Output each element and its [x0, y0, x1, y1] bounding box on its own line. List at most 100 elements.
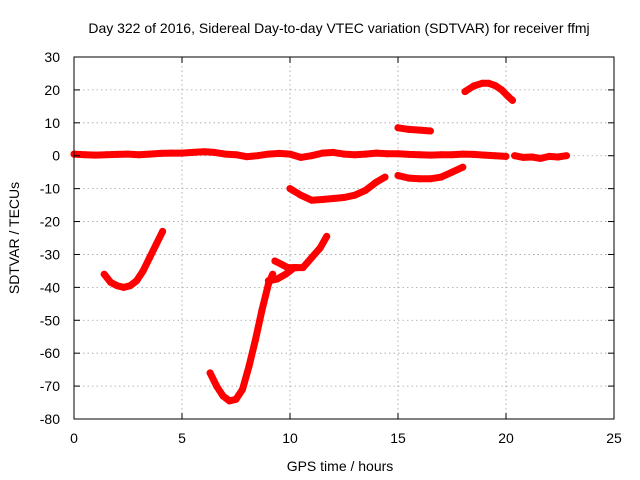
- data-point: [372, 178, 380, 186]
- axis-ticks: [73, 56, 615, 420]
- data-point: [308, 254, 316, 262]
- data-point: [308, 152, 316, 160]
- data-point: [405, 174, 413, 182]
- grid: [74, 57, 614, 419]
- y-tick-label: -10: [40, 181, 60, 197]
- x-tick-label: 25: [606, 430, 622, 446]
- data-point: [394, 124, 402, 132]
- data-point: [120, 283, 128, 291]
- data-point: [200, 148, 208, 156]
- data-point: [470, 150, 478, 158]
- data-point: [405, 150, 413, 158]
- data-point: [273, 275, 281, 283]
- data-point: [416, 126, 424, 134]
- data-point: [297, 153, 305, 161]
- data-point: [213, 382, 221, 390]
- y-tick-label: -70: [40, 378, 60, 394]
- y-tick-label: -20: [40, 214, 60, 230]
- data-point: [426, 151, 434, 159]
- data-point: [210, 148, 218, 156]
- data-point: [221, 150, 229, 158]
- data-point: [232, 151, 240, 159]
- data-point: [329, 148, 337, 156]
- y-tick-label: -50: [40, 312, 60, 328]
- data-point: [226, 397, 233, 405]
- data-point: [277, 260, 285, 268]
- data-point: [264, 150, 272, 158]
- data-point: [318, 149, 326, 157]
- data-point: [383, 150, 391, 158]
- data-point: [113, 282, 121, 290]
- data-point: [245, 362, 253, 370]
- data-point: [362, 186, 370, 194]
- data-point: [416, 151, 424, 159]
- data-point: [81, 151, 89, 159]
- data-point: [351, 151, 359, 159]
- data-point: [206, 369, 214, 377]
- data-point: [519, 153, 527, 161]
- data-point: [470, 82, 478, 90]
- data-point: [299, 264, 307, 272]
- chart-title: Day 322 of 2016, Sidereal Day-to-day VTE…: [88, 20, 589, 36]
- data-point: [254, 152, 262, 160]
- data-point: [498, 86, 506, 94]
- data-point: [178, 149, 186, 157]
- data-point: [139, 267, 147, 275]
- data-point: [318, 196, 326, 203]
- data-point: [152, 241, 160, 249]
- data-point: [351, 191, 359, 199]
- data-point: [394, 172, 402, 179]
- data-point: [243, 153, 251, 161]
- data-point: [563, 152, 570, 160]
- data-point: [124, 150, 132, 158]
- x-tick-label: 10: [282, 430, 298, 446]
- data-point: [135, 151, 143, 159]
- data-point: [394, 150, 402, 158]
- data-point: [232, 395, 240, 403]
- data-point: [113, 150, 121, 158]
- data-point: [448, 168, 456, 176]
- data-point: [478, 79, 486, 87]
- data-point: [340, 150, 348, 158]
- data-point: [459, 163, 467, 171]
- data-point: [491, 82, 499, 90]
- plot-frame: [73, 56, 615, 420]
- data-point: [316, 244, 324, 252]
- y-tick-label: 20: [44, 82, 60, 98]
- data-point: [156, 149, 164, 157]
- data-point: [100, 270, 108, 278]
- data-point: [271, 257, 279, 265]
- data-point: [308, 196, 316, 204]
- data-point: [381, 173, 389, 181]
- data-point: [509, 96, 516, 104]
- data-point: [92, 151, 100, 159]
- x-tick-label: 0: [70, 430, 78, 446]
- series-track-6: [271, 257, 300, 272]
- data-point: [537, 154, 545, 162]
- data-point: [293, 264, 300, 272]
- data-point: [528, 153, 536, 161]
- y-axis-label: SDTVAR / TECUs: [6, 182, 22, 294]
- data-point: [372, 149, 380, 157]
- data-point: [485, 79, 493, 87]
- y-tick-label: 30: [44, 49, 60, 65]
- y-tick-label: 10: [44, 115, 60, 131]
- y-tick-label: -40: [40, 279, 60, 295]
- data-point: [282, 270, 290, 278]
- x-tick-label: 20: [498, 430, 514, 446]
- data-point: [340, 194, 348, 201]
- data-point: [146, 254, 154, 262]
- data-point: [461, 88, 469, 96]
- data-point: [329, 195, 337, 202]
- data-point: [437, 151, 445, 159]
- y-tick-label: -30: [40, 246, 60, 262]
- data-point: [459, 150, 467, 158]
- data-point: [269, 270, 277, 278]
- data-point: [284, 264, 292, 272]
- data-point: [251, 336, 259, 344]
- series-track-7: [286, 173, 389, 204]
- tick-labels: 0 5 10 15 20 25 -80 -70 -60 -50 -40 -30 -20 -10 0 10 20 3…: [40, 49, 622, 446]
- data-point: [167, 149, 175, 157]
- data-point: [448, 151, 456, 159]
- data-point: [275, 149, 283, 157]
